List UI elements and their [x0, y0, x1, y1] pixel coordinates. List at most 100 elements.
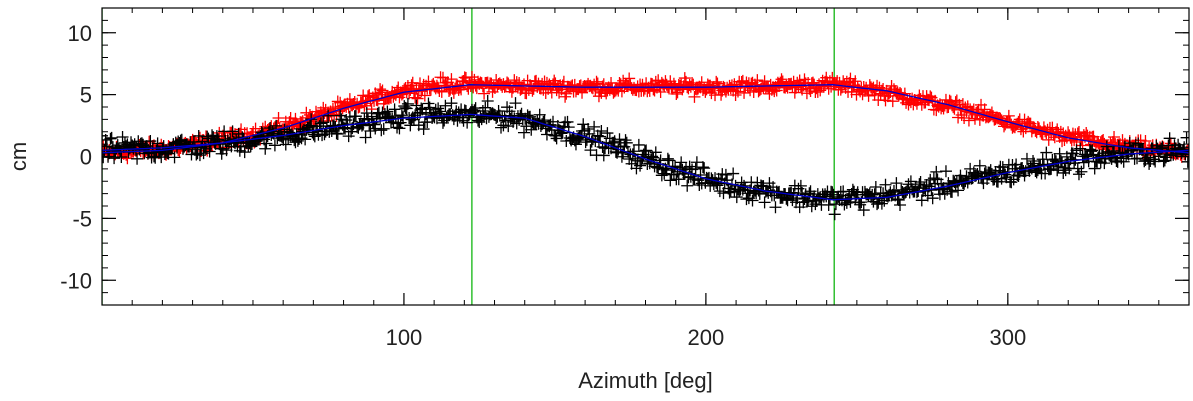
data-point	[335, 113, 348, 126]
data-point	[978, 103, 991, 116]
data-point	[375, 86, 388, 99]
data-point	[115, 150, 128, 163]
data-point	[619, 134, 632, 147]
data-point	[1048, 153, 1061, 166]
data-point	[465, 71, 478, 84]
data-point	[973, 159, 986, 172]
data-point	[417, 123, 430, 136]
data-point	[926, 192, 939, 205]
data-point	[862, 89, 875, 102]
x-tick-label: 300	[989, 325, 1026, 350]
data-point	[1158, 154, 1171, 167]
data-point	[453, 81, 466, 94]
data-point	[831, 192, 844, 205]
data-point	[548, 74, 561, 87]
fit-curve-0	[102, 84, 1189, 154]
data-point	[844, 195, 857, 208]
data-point	[1098, 157, 1111, 170]
data-point	[731, 85, 744, 98]
data-point	[892, 193, 905, 206]
data-point	[420, 108, 433, 121]
data-point	[226, 125, 239, 138]
data-point	[314, 117, 327, 130]
data-point	[849, 75, 862, 88]
data-point	[1036, 153, 1049, 166]
y-tick-label: 0	[80, 145, 92, 170]
data-point	[775, 73, 788, 86]
data-point	[276, 131, 289, 144]
data-point	[588, 120, 601, 133]
data-point	[890, 177, 903, 190]
data-point	[461, 116, 474, 129]
data-point	[343, 110, 356, 123]
y-tick-label: -5	[72, 206, 92, 231]
data-point	[561, 115, 574, 128]
data-point	[654, 86, 667, 99]
data-point	[144, 135, 157, 148]
data-point	[1040, 146, 1053, 159]
data-point	[260, 137, 273, 150]
data-point	[914, 175, 927, 188]
data-point	[758, 75, 771, 88]
data-point	[517, 126, 530, 139]
data-point	[278, 123, 291, 136]
data-point	[930, 165, 943, 178]
data-point	[942, 177, 955, 190]
data-point	[790, 81, 803, 94]
data-point	[317, 116, 330, 129]
data-point	[259, 142, 272, 155]
data-point	[844, 72, 857, 85]
data-point	[758, 196, 771, 209]
data-point	[962, 114, 975, 127]
y-tick-label: -10	[60, 268, 92, 293]
data-point	[828, 208, 841, 221]
data-point	[659, 162, 672, 175]
axes: 100 200 300 10 5 0 -5 -10	[60, 7, 1190, 350]
data-point	[364, 125, 377, 138]
data-point	[576, 86, 589, 99]
data-point	[147, 150, 160, 163]
data-point	[582, 122, 595, 135]
data-point	[1131, 152, 1144, 165]
data-point	[1030, 166, 1043, 179]
data-point	[1053, 147, 1066, 160]
data-point	[104, 132, 117, 145]
data-point	[1108, 144, 1121, 157]
data-point	[151, 137, 164, 150]
data-point	[108, 152, 121, 165]
data-point	[473, 116, 486, 129]
data-point	[595, 124, 608, 137]
x-tick-label: 100	[386, 325, 423, 350]
data-point	[608, 135, 621, 148]
data-point	[719, 168, 732, 181]
data-point	[1027, 155, 1040, 168]
data-point	[683, 160, 696, 173]
data-point	[508, 74, 521, 87]
data-point	[1132, 137, 1145, 150]
data-point	[730, 191, 743, 204]
data-point	[349, 110, 362, 123]
data-point	[318, 128, 331, 141]
data-point	[693, 179, 706, 192]
data-point	[968, 112, 981, 125]
data-point	[1072, 126, 1085, 139]
data-point	[375, 124, 388, 137]
data-point	[681, 179, 694, 192]
data-point	[1072, 168, 1085, 181]
data-point	[1160, 151, 1173, 164]
data-point	[1108, 131, 1121, 144]
data-point	[495, 121, 508, 134]
data-point	[411, 92, 424, 105]
data-point	[671, 86, 684, 99]
data-point	[695, 76, 708, 89]
data-point	[1080, 150, 1093, 163]
data-point	[804, 85, 817, 98]
data-point	[723, 186, 736, 199]
data-point	[388, 103, 401, 116]
data-point	[857, 204, 870, 217]
data-point	[638, 145, 651, 158]
data-point	[1120, 150, 1133, 163]
data-point	[655, 169, 668, 182]
data-point	[738, 86, 751, 99]
data-point	[769, 201, 782, 214]
